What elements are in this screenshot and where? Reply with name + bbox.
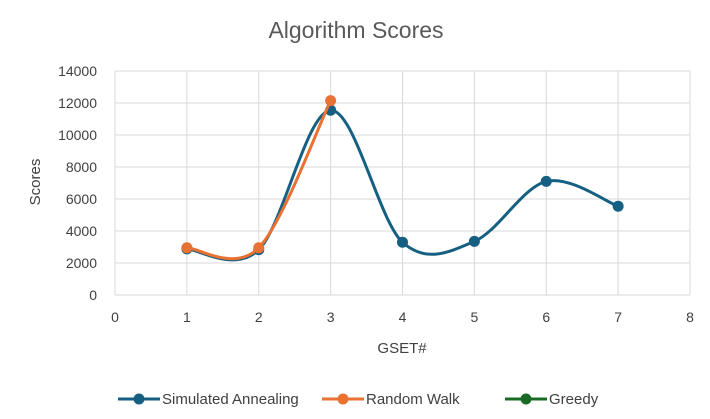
legend-label: Simulated Annealing	[162, 391, 299, 408]
x-tick-label: 5	[470, 309, 478, 325]
y-tick-label: 10000	[58, 127, 97, 143]
series-random-walk	[181, 95, 337, 261]
x-tick-label: 4	[399, 309, 407, 325]
x-tick-label: 8	[686, 309, 694, 325]
x-tick-label: 0	[111, 309, 119, 325]
x-tick-label: 7	[614, 309, 622, 325]
x-axis-ticks: 0 1 2 3 4 5 6 7 8	[111, 309, 694, 325]
legend-item: Random Walk	[322, 391, 460, 408]
y-tick-label: 2000	[66, 255, 97, 271]
chart-title: Algorithm Scores	[268, 17, 443, 43]
legend-marker	[520, 393, 532, 405]
data-point	[397, 236, 408, 248]
series-layer	[181, 95, 624, 262]
x-tick-label: 6	[542, 309, 550, 325]
y-tick-label: 6000	[66, 191, 97, 207]
legend-marker	[337, 393, 349, 405]
x-tick-label: 3	[327, 309, 335, 325]
y-tick-label: 4000	[66, 223, 97, 239]
x-tick-label: 2	[255, 309, 263, 325]
x-axis-title: GSET#	[377, 340, 427, 357]
legend-label: Random Walk	[366, 391, 460, 408]
y-axis-ticks: 0 2000 4000 6000 8000 10000 12000 14000	[58, 63, 97, 303]
y-tick-label: 8000	[66, 159, 97, 175]
x-tick-label: 1	[183, 309, 191, 325]
legend-label: Greedy	[549, 391, 599, 408]
legend: Simulated Annealing Random Walk Greedy	[118, 391, 599, 408]
data-point	[181, 242, 193, 254]
data-point	[253, 242, 265, 254]
gridlines	[114, 70, 691, 296]
legend-item: Simulated Annealing	[118, 391, 299, 408]
y-axis-title: Scores	[27, 159, 44, 206]
data-point	[325, 95, 337, 107]
legend-item: Greedy	[505, 391, 599, 408]
y-tick-label: 14000	[58, 63, 97, 79]
y-tick-label: 12000	[58, 95, 97, 111]
legend-marker	[133, 393, 145, 405]
data-point	[612, 200, 624, 212]
y-tick-label: 0	[89, 287, 97, 303]
data-point	[540, 175, 552, 187]
data-point	[468, 235, 480, 247]
